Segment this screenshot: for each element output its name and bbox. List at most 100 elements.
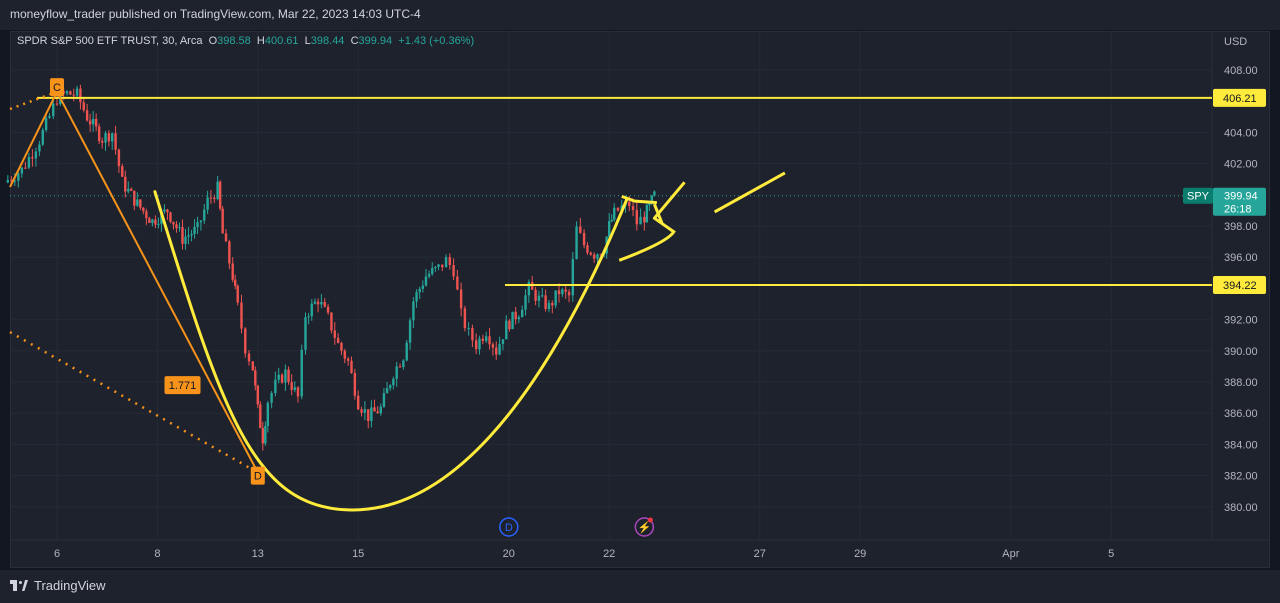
candle-body — [79, 88, 82, 103]
marker-text: D — [505, 522, 513, 534]
dividend-marker-icon: D — [499, 517, 519, 537]
candle-body — [6, 179, 10, 183]
y-tick-label: 382.00 — [1224, 471, 1258, 483]
candle-body — [31, 157, 34, 159]
chart-panel[interactable] — [10, 31, 1270, 568]
drawing-layer — [9, 90, 1212, 512]
candle-body — [240, 302, 243, 329]
candle-body — [316, 301, 320, 305]
candle-body — [392, 378, 395, 386]
candle-body — [326, 306, 330, 313]
candle-body — [524, 295, 527, 310]
x-tick-label: 20 — [503, 548, 515, 560]
arrow-stroke-2 — [652, 181, 686, 234]
candle-body — [234, 279, 237, 286]
x-tick-label: 15 — [352, 548, 364, 560]
candle-body — [236, 285, 239, 303]
candle-body — [541, 295, 544, 297]
pattern-label-1-771: 1.771 — [164, 376, 201, 395]
price-tag-text: 394.22 — [1223, 280, 1257, 292]
candle-body — [104, 133, 107, 143]
candle-body — [231, 263, 234, 280]
candle-body — [385, 388, 389, 394]
candle-body — [280, 374, 284, 383]
candle-body — [203, 209, 206, 221]
currency-label: USD — [1224, 36, 1247, 48]
candle-body — [256, 385, 259, 405]
last-price-box — [1213, 187, 1266, 216]
candle-body — [13, 180, 17, 182]
candle-body — [261, 428, 265, 444]
high-label: H — [256, 35, 265, 47]
candle-body — [100, 140, 104, 143]
price-tag-text: 406.21 — [1223, 93, 1257, 105]
candle-body — [346, 358, 350, 361]
candle-body — [650, 195, 654, 204]
candle-body — [10, 179, 13, 181]
candle-body — [55, 103, 59, 105]
y-tick-label: 380.00 — [1224, 502, 1258, 514]
candle-body — [495, 347, 498, 355]
candle-body — [178, 227, 181, 229]
candle-body — [154, 219, 157, 225]
candle-body — [300, 349, 303, 397]
candle-body — [221, 208, 224, 234]
x-tick-label: 22 — [603, 548, 615, 560]
candle-body — [136, 199, 139, 206]
candle-body — [537, 295, 541, 301]
marker-dot — [647, 517, 653, 523]
tradingview-logo[interactable]: TradingView — [10, 578, 106, 593]
candle-body — [488, 336, 491, 345]
candle-body — [175, 224, 178, 229]
x-tick-label: 27 — [754, 548, 766, 560]
close-label: C — [350, 35, 359, 47]
candle-body — [412, 301, 415, 321]
price-tag-394.22: 394.22 — [1213, 275, 1266, 294]
candle-body — [27, 157, 31, 168]
candle-body — [367, 409, 370, 421]
candle-body — [41, 129, 44, 145]
candle-body — [20, 167, 24, 174]
candle-body — [277, 374, 280, 380]
candle-body — [561, 289, 564, 295]
candle-body — [187, 235, 190, 237]
candle-body — [511, 311, 514, 330]
candle-body — [517, 317, 521, 320]
candle-body — [139, 199, 142, 208]
candle-layer — [6, 84, 656, 451]
candle-body — [437, 264, 440, 267]
candle-body — [206, 197, 209, 210]
candle-body — [184, 236, 187, 244]
candle-body — [444, 257, 448, 268]
marker-text: ⚡ — [637, 521, 651, 534]
candle-body — [456, 276, 459, 290]
symbol-line: SPDR S&P 500 ETF TRUST, 30, Arca — [17, 35, 203, 47]
candle-body — [117, 149, 121, 167]
pattern-dotted-top — [9, 90, 58, 111]
candle-body — [259, 404, 262, 429]
candle-body — [343, 350, 347, 359]
candle-body — [190, 234, 193, 236]
candle-body — [24, 167, 27, 169]
pattern-label-text: C — [53, 82, 61, 94]
candle-body — [17, 173, 20, 181]
candle-body — [544, 295, 547, 310]
candle-body — [357, 395, 360, 410]
candle-body — [648, 203, 651, 206]
candle-body — [114, 133, 117, 150]
candle-body — [213, 197, 216, 200]
candle-body — [498, 343, 501, 355]
y-tick-label: 386.00 — [1224, 408, 1258, 420]
candle-body — [145, 211, 148, 219]
pattern-label-box — [50, 78, 64, 97]
candle-body — [274, 379, 277, 394]
candle-body — [169, 212, 172, 222]
candle-body — [320, 301, 323, 305]
marker-ring — [499, 517, 519, 537]
candle-body — [575, 226, 578, 260]
candle-body — [567, 291, 571, 296]
candle-body — [157, 223, 160, 225]
candle-body — [65, 91, 69, 94]
x-tick-label: 6 — [54, 548, 60, 560]
